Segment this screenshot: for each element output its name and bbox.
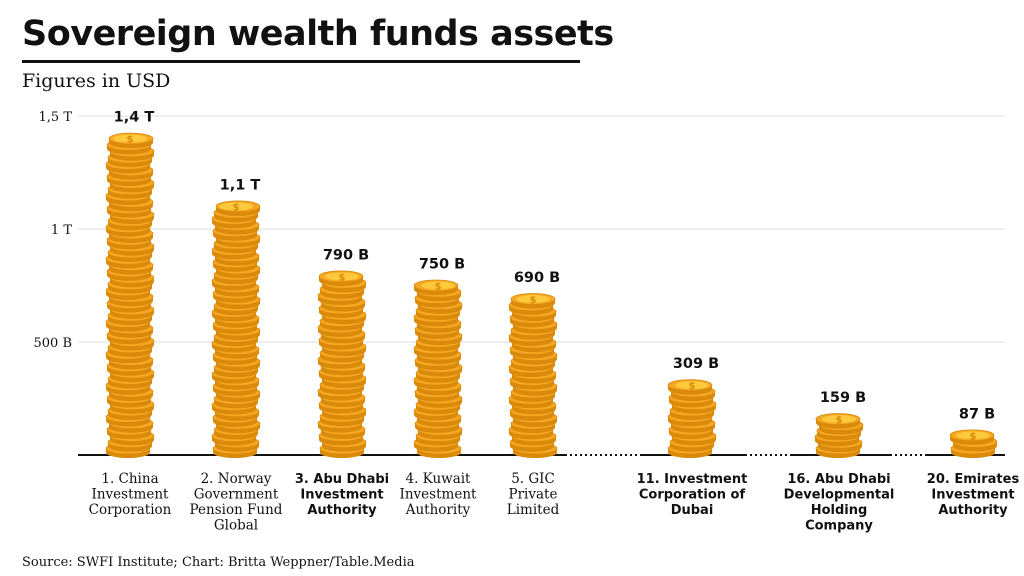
category-label: Investment [400,487,477,503]
coin-stack-bar: $ [413,279,463,458]
dollar-icon: $ [127,135,134,146]
category-label: 20. Emirates [927,472,1020,487]
category-label: Corporation of [639,488,746,503]
chart-subtitle: Figures in USD [22,70,171,92]
y-tick-label: 1 T [51,223,72,238]
value-label: 690 B [514,270,560,286]
category-label: Limited [507,502,560,518]
category-label: 11. Investment [637,472,748,487]
coin-stack-bar: $ [667,379,717,458]
dollar-icon: $ [530,295,537,306]
coin-stack-bar: $ [105,132,155,458]
category-label: 2. Norway [201,471,272,487]
value-label: 1,1 T [220,177,261,193]
category-label: Holding [811,503,868,518]
coin-stack-bar: $ [508,293,558,458]
category-label: 3. Abu Dhabi [295,472,389,487]
value-label: 87 B [959,406,995,422]
y-tick-label: 1,5 T [39,110,73,125]
source-note: Source: SWFI Institute; Chart: Britta We… [22,555,415,570]
category-label: Private [509,487,558,503]
category-label: Investment [931,488,1014,503]
dollar-icon: $ [339,272,346,283]
dollar-icon: $ [970,431,977,442]
chart-title: Sovereign wealth funds assets [22,14,614,54]
value-label: 159 B [820,390,866,406]
dollar-icon: $ [689,381,696,392]
category-label: 16. Abu Dhabi [787,472,890,487]
coin-icon [675,381,709,390]
coin-icon [822,415,856,424]
category-label: Corporation [89,502,172,518]
coin-stack-bar: $ [211,200,261,458]
category-label: Pension Fund [190,502,283,518]
category-label: Investment [300,488,383,503]
coin-icon [421,281,455,290]
category-label: Government [194,487,279,503]
coin-icon [325,272,359,281]
coin-icon [516,295,550,304]
category-label: Authority [307,503,377,518]
y-tick-label: 500 B [34,336,73,351]
coin-icon [113,134,147,143]
category-label: Dubai [671,503,714,518]
category-label: 1. China [101,471,158,487]
title-underline [22,60,580,63]
dollar-icon: $ [435,282,442,293]
coin-icon [219,202,253,211]
coin-stack-bar: $ [814,413,864,458]
category-label: Authority [938,503,1008,518]
dollar-icon: $ [836,415,843,426]
category-label: Global [214,518,258,534]
coin-stack-bar: $ [317,270,367,458]
category-label: Developmental [784,488,895,503]
value-label: 309 B [673,356,719,372]
value-label: 1,4 T [114,110,155,126]
category-label: 4. Kuwait [405,471,471,487]
value-label: 790 B [323,247,369,263]
dollar-icon: $ [233,202,240,213]
value-label: 750 B [419,257,465,273]
category-label: Company [805,519,873,534]
coin-icon [956,431,990,440]
coin-stack-bar: $ [949,429,998,458]
category-label: Investment [92,487,169,503]
category-label: 5. GIC [511,471,555,487]
category-label: Authority [405,502,471,518]
